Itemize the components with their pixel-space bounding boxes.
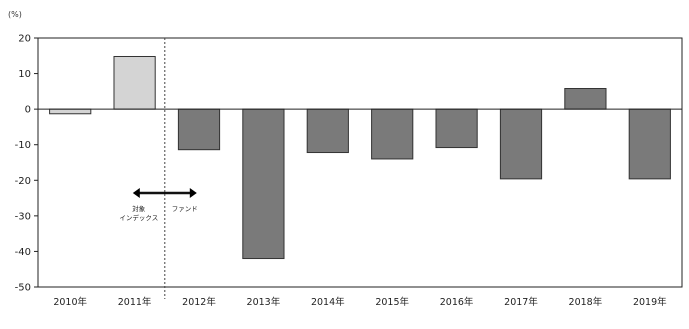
x-axis-labels: 2010年 2011年 2012年 2013年 2014年 2015年 2016年 2017年… — [53, 296, 667, 308]
y-tick-label: -30 — [15, 211, 31, 222]
y-unit-label: (%) — [8, 10, 22, 19]
x-tick-label: 2012年 — [182, 296, 216, 308]
y-tick-label: -10 — [15, 140, 31, 151]
x-tick-label: 2015年 — [375, 296, 409, 308]
annotation-right-label: ファンド — [172, 205, 198, 213]
annotation-left-line2: インデックス — [119, 213, 158, 222]
y-tick-label: 10 — [18, 69, 31, 80]
y-tick-label: 0 — [25, 105, 31, 116]
arrow-right-head — [189, 188, 197, 198]
bar-2012年 — [177, 108, 221, 151]
arrow-left-head — [132, 188, 140, 198]
y-axis-ticks: 20 10 0 -10 -20 -30 -40 -50 — [15, 34, 38, 294]
bar-2016年 — [435, 108, 478, 149]
plot-frame — [37, 37, 683, 288]
x-tick-label: 2013年 — [247, 296, 281, 308]
x-tick-label: 2018年 — [569, 296, 603, 308]
bar-2014年 — [306, 108, 349, 154]
bar-2015年 — [371, 108, 414, 160]
bar-2018年 — [564, 88, 607, 110]
bar-2017年 — [499, 108, 543, 180]
bars — [49, 55, 671, 260]
y-tick-label: -50 — [15, 283, 31, 294]
x-tick-label: 2014年 — [311, 296, 345, 308]
bar-2011年 — [113, 55, 156, 110]
x-tick-label: 2017年 — [504, 296, 538, 308]
bar-2019年 — [628, 108, 671, 180]
bar-2013年 — [242, 108, 285, 260]
x-tick-label: 2016年 — [440, 296, 474, 308]
x-tick-label: 2019年 — [633, 296, 667, 308]
y-tick-label: 20 — [18, 34, 31, 45]
period-annotation: 対象 インデックス ファンド — [119, 188, 198, 222]
x-tick-label: 2010年 — [53, 296, 87, 308]
y-tick-label: -40 — [15, 247, 31, 258]
annotation-left-line1: 対象 — [132, 204, 146, 213]
bar-2010年 — [49, 108, 92, 115]
x-tick-label: 2011年 — [118, 296, 152, 308]
y-tick-label: -20 — [15, 176, 31, 187]
